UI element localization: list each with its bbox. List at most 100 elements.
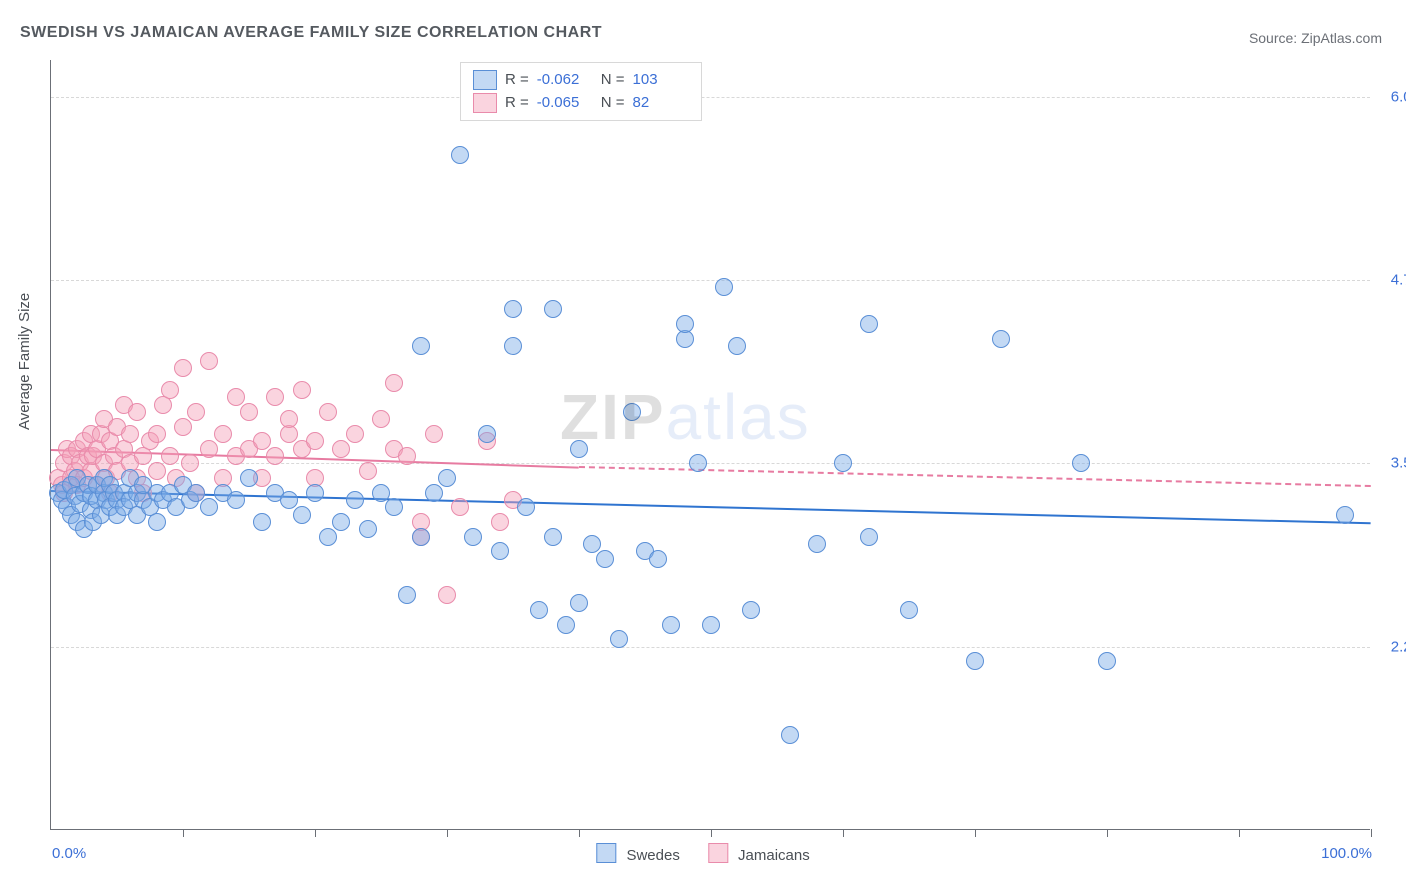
scatter-point-swedes bbox=[728, 337, 746, 355]
stats-r-swedes: -0.062 bbox=[537, 69, 593, 92]
scatter-point-swedes bbox=[319, 528, 337, 546]
scatter-point-swedes bbox=[240, 469, 258, 487]
scatter-point-jamaicans bbox=[187, 403, 205, 421]
scatter-point-swedes bbox=[649, 550, 667, 568]
scatter-point-swedes bbox=[623, 403, 641, 421]
scatter-point-swedes bbox=[504, 337, 522, 355]
scatter-point-jamaicans bbox=[148, 425, 166, 443]
scatter-point-jamaicans bbox=[121, 425, 139, 443]
stats-r-prefix-2: R = bbox=[505, 92, 529, 115]
scatter-point-swedes bbox=[451, 146, 469, 164]
scatter-point-jamaicans bbox=[200, 352, 218, 370]
stats-box: R = -0.062 N = 103 R = -0.065 N = 82 bbox=[460, 62, 702, 121]
legend-swatch-swedes bbox=[596, 843, 616, 863]
gridline bbox=[51, 280, 1370, 281]
x-tick bbox=[447, 829, 448, 837]
scatter-point-swedes bbox=[332, 513, 350, 531]
scatter-point-jamaicans bbox=[181, 454, 199, 472]
scatter-point-swedes bbox=[372, 484, 390, 502]
scatter-point-swedes bbox=[398, 586, 416, 604]
y-tick-label: 2.25 bbox=[1376, 638, 1406, 655]
legend-label-swedes: Swedes bbox=[626, 847, 679, 864]
scatter-point-jamaicans bbox=[266, 447, 284, 465]
source-label: Source: ZipAtlas.com bbox=[1249, 30, 1382, 46]
scatter-point-swedes bbox=[359, 520, 377, 538]
scatter-point-swedes bbox=[293, 506, 311, 524]
y-tick-label: 6.00 bbox=[1376, 88, 1406, 105]
scatter-point-jamaicans bbox=[319, 403, 337, 421]
scatter-point-jamaicans bbox=[306, 432, 324, 450]
scatter-point-jamaicans bbox=[491, 513, 509, 531]
scatter-point-swedes bbox=[570, 594, 588, 612]
scatter-point-swedes bbox=[715, 278, 733, 296]
scatter-point-swedes bbox=[412, 528, 430, 546]
scatter-point-jamaicans bbox=[451, 498, 469, 516]
scatter-point-swedes bbox=[860, 528, 878, 546]
x-tick bbox=[315, 829, 316, 837]
trend-line bbox=[51, 490, 1371, 524]
scatter-point-jamaicans bbox=[372, 410, 390, 428]
scatter-point-swedes bbox=[412, 337, 430, 355]
scatter-point-swedes bbox=[438, 469, 456, 487]
stats-n-prefix: N = bbox=[601, 69, 625, 92]
scatter-point-swedes bbox=[200, 498, 218, 516]
scatter-point-swedes bbox=[570, 440, 588, 458]
x-tick bbox=[1371, 829, 1372, 837]
scatter-point-swedes bbox=[662, 616, 680, 634]
x-axis-min-label: 0.0% bbox=[52, 845, 86, 862]
scatter-point-swedes bbox=[1098, 652, 1116, 670]
scatter-point-jamaicans bbox=[438, 586, 456, 604]
stats-r-prefix: R = bbox=[505, 69, 529, 92]
scatter-point-jamaicans bbox=[128, 403, 146, 421]
scatter-point-jamaicans bbox=[332, 440, 350, 458]
stats-n-swedes: 103 bbox=[633, 69, 689, 92]
legend-swatch-jamaicans bbox=[708, 843, 728, 863]
scatter-point-swedes bbox=[610, 630, 628, 648]
scatter-point-jamaicans bbox=[240, 403, 258, 421]
scatter-point-jamaicans bbox=[148, 462, 166, 480]
x-tick bbox=[1107, 829, 1108, 837]
legend-item-swedes: Swedes bbox=[596, 843, 680, 864]
scatter-point-jamaicans bbox=[385, 374, 403, 392]
scatter-point-swedes bbox=[860, 315, 878, 333]
legend-item-jamaicans: Jamaicans bbox=[708, 843, 810, 864]
scatter-point-swedes bbox=[676, 315, 694, 333]
scatter-point-swedes bbox=[781, 726, 799, 744]
scatter-point-jamaicans bbox=[280, 410, 298, 428]
scatter-point-jamaicans bbox=[174, 418, 192, 436]
scatter-point-swedes bbox=[689, 454, 707, 472]
stats-row-jamaicans: R = -0.065 N = 82 bbox=[473, 92, 689, 115]
x-tick bbox=[579, 829, 580, 837]
x-tick bbox=[711, 829, 712, 837]
scatter-point-swedes bbox=[992, 330, 1010, 348]
scatter-point-swedes bbox=[900, 601, 918, 619]
scatter-point-swedes bbox=[517, 498, 535, 516]
scatter-point-jamaicans bbox=[174, 359, 192, 377]
gridline bbox=[51, 463, 1370, 464]
stats-swatch-jamaicans bbox=[473, 93, 497, 113]
scatter-point-jamaicans bbox=[425, 425, 443, 443]
scatter-point-swedes bbox=[280, 491, 298, 509]
scatter-point-jamaicans bbox=[253, 432, 271, 450]
scatter-point-swedes bbox=[385, 498, 403, 516]
y-tick-label: 3.50 bbox=[1376, 455, 1406, 472]
scatter-point-swedes bbox=[702, 616, 720, 634]
scatter-point-swedes bbox=[148, 513, 166, 531]
scatter-point-jamaicans bbox=[214, 425, 232, 443]
scatter-point-swedes bbox=[464, 528, 482, 546]
scatter-point-swedes bbox=[557, 616, 575, 634]
scatter-point-swedes bbox=[966, 652, 984, 670]
y-tick-label: 4.75 bbox=[1376, 272, 1406, 289]
stats-n-jamaicans: 82 bbox=[633, 92, 689, 115]
scatter-point-swedes bbox=[478, 425, 496, 443]
scatter-point-jamaicans bbox=[227, 388, 245, 406]
chart-title: SWEDISH VS JAMAICAN AVERAGE FAMILY SIZE … bbox=[20, 24, 602, 42]
scatter-point-jamaicans bbox=[359, 462, 377, 480]
scatter-point-swedes bbox=[306, 484, 324, 502]
scatter-point-jamaicans bbox=[293, 381, 311, 399]
x-tick bbox=[183, 829, 184, 837]
scatter-point-swedes bbox=[808, 535, 826, 553]
scatter-point-swedes bbox=[1072, 454, 1090, 472]
scatter-point-swedes bbox=[227, 491, 245, 509]
scatter-point-jamaicans bbox=[200, 440, 218, 458]
